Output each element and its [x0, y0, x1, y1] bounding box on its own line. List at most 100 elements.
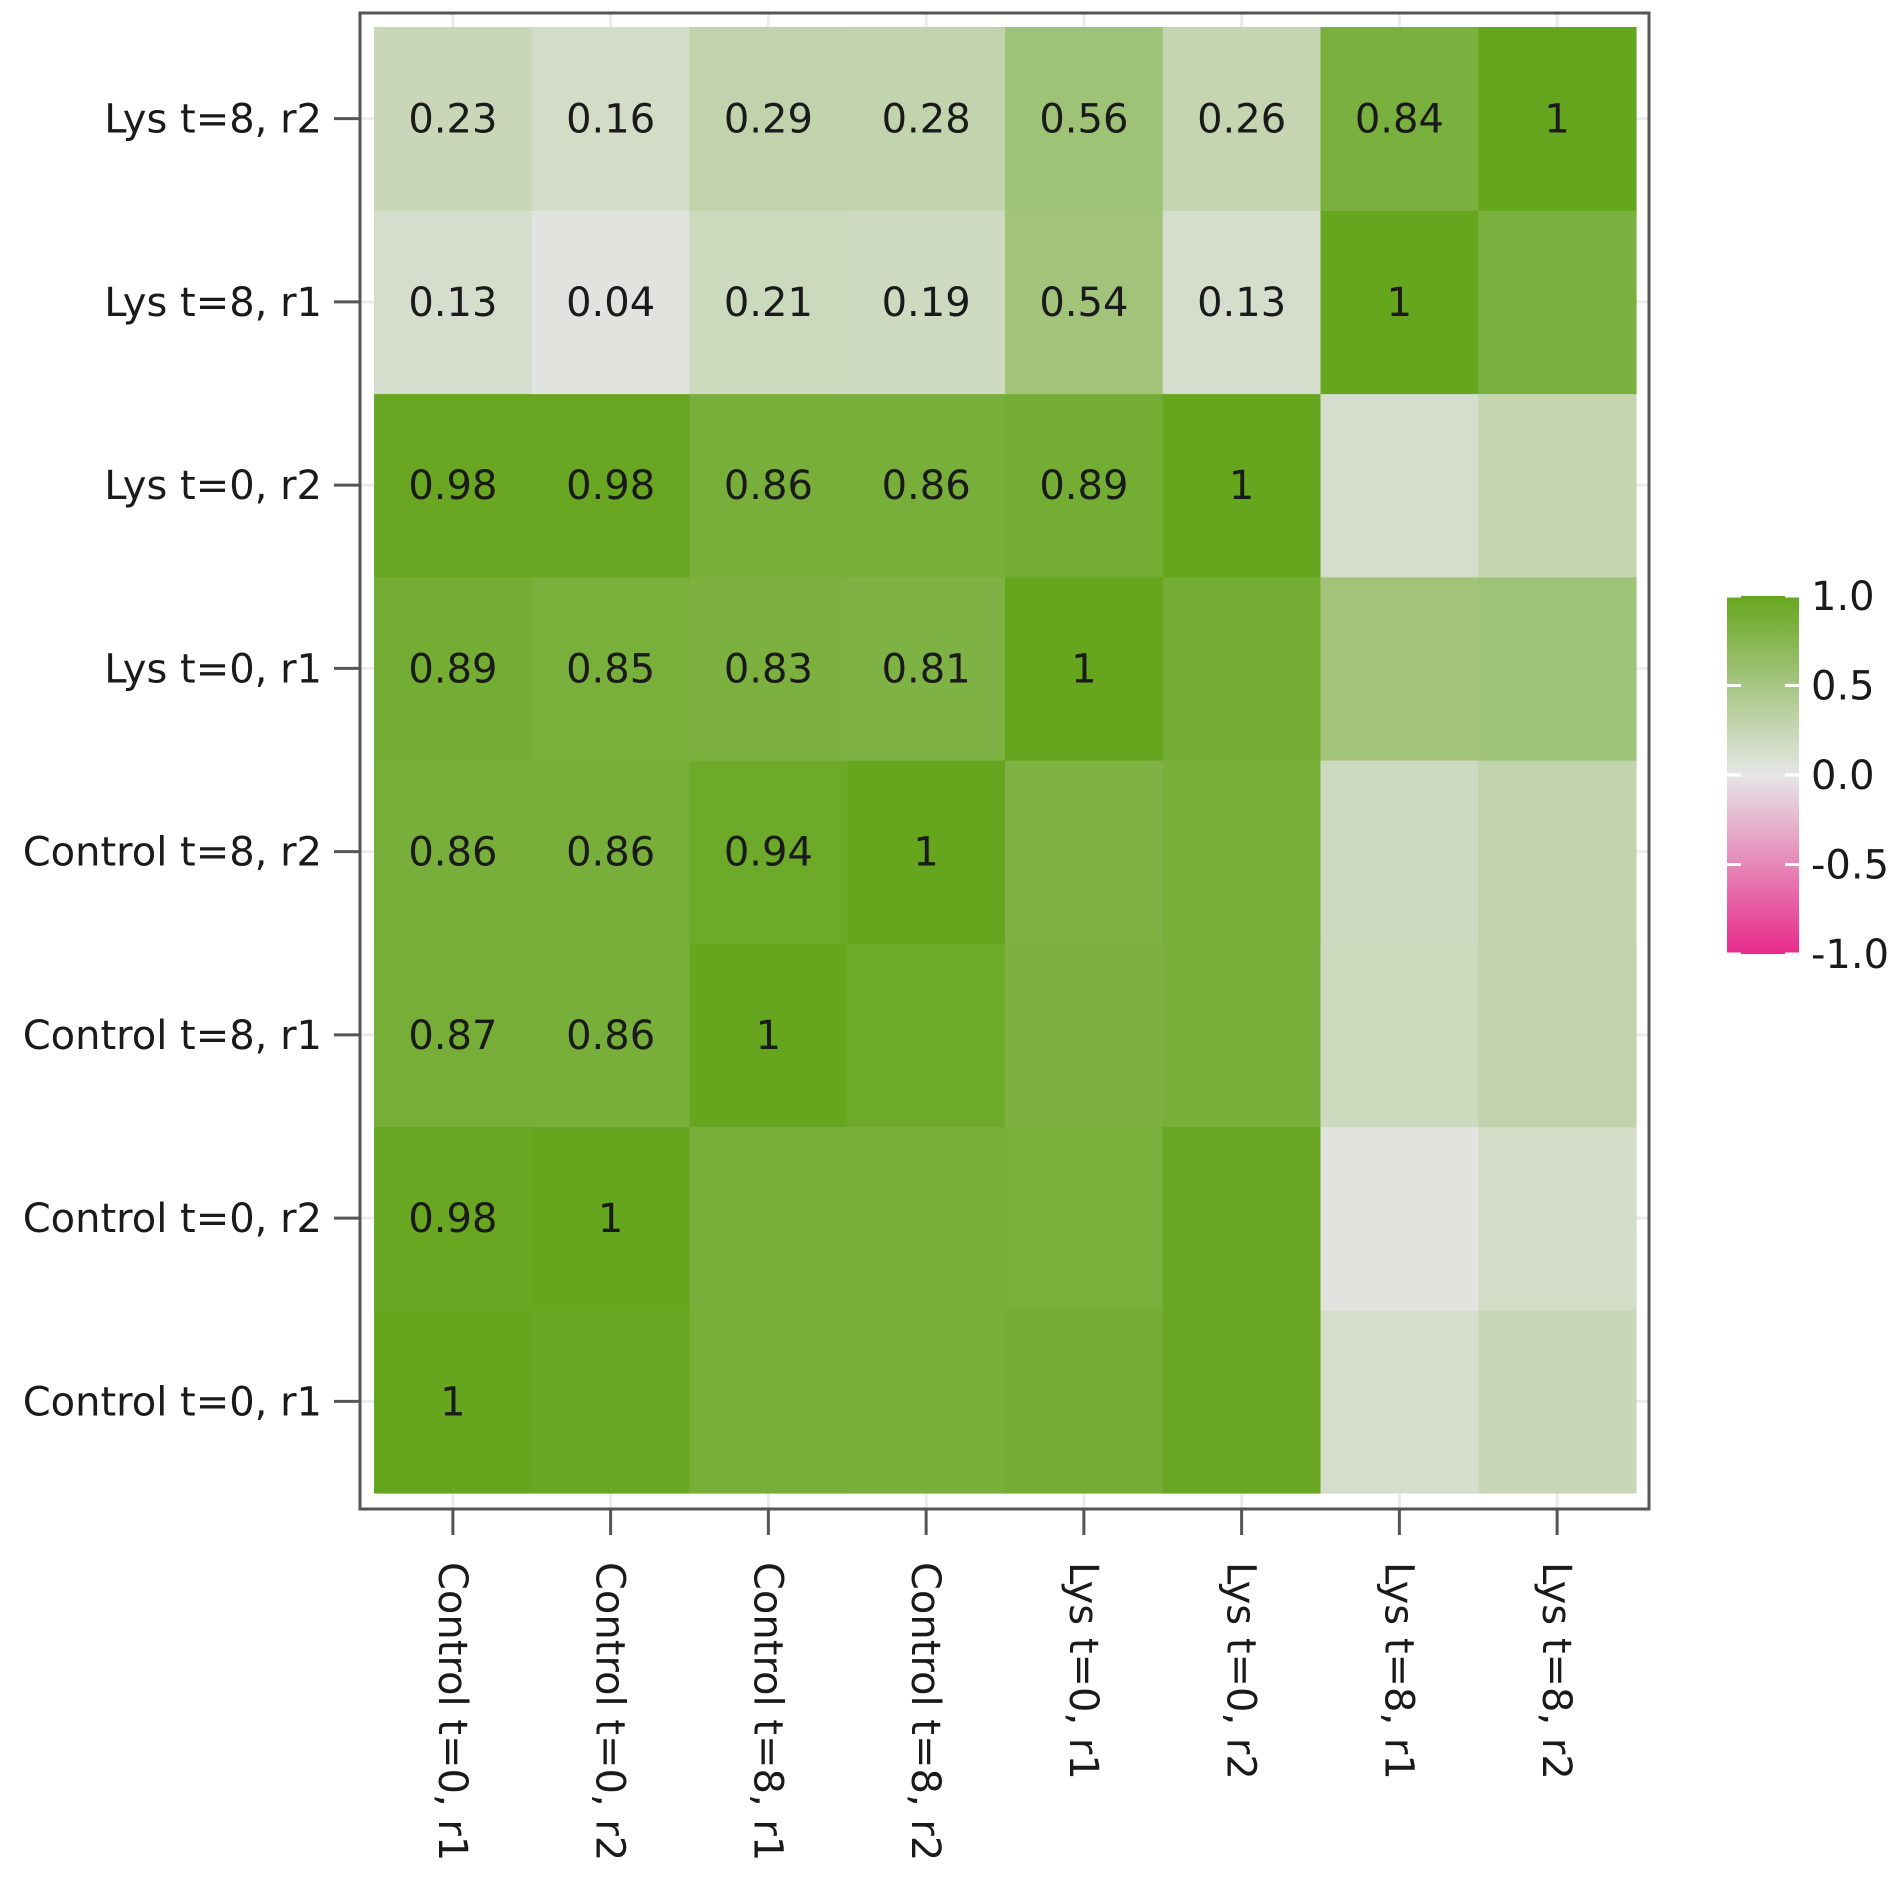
heatmap-cell: [1005, 760, 1164, 944]
x-tick-label: Control t=8, r2: [902, 1562, 948, 1861]
legend-tick-label: -0.5: [1811, 843, 1889, 889]
heatmap-cell: [1320, 760, 1479, 944]
y-tick-label: Lys t=0, r2: [104, 463, 322, 509]
heatmap-cell: [847, 576, 1006, 761]
heatmap-cell: [1162, 760, 1322, 944]
legend-tick-label: -1.0: [1811, 932, 1889, 978]
cell-value-label: 0.56: [1039, 97, 1128, 143]
panel-border: [358, 11, 1651, 1511]
heatmap-cell: [1320, 393, 1479, 578]
heatmap-cell: [1478, 393, 1637, 578]
color-legend: 1.0 0.5 0.0 -0.5 -1.0: [1727, 574, 1889, 978]
cell-value-label: 1: [756, 1013, 781, 1059]
cell-value-label: 1: [598, 1196, 623, 1242]
cell-value-labels: 1 0.98 1 0.87 0.86 1 0.86 0.86 0.94 1 0.89 0.85 0.83…: [408, 97, 1570, 1426]
heatmap-cell: [1005, 210, 1164, 395]
heatmap-cell: [689, 943, 848, 1128]
heatmap-cell: [847, 943, 1006, 1128]
y-tick-label: Control t=0, r2: [23, 1196, 322, 1242]
heatmap-cells: [374, 27, 1637, 1494]
cell-value-label: 0.94: [724, 830, 813, 876]
heatmap-cell: [531, 27, 691, 211]
cell-value-label: 0.86: [882, 463, 971, 509]
heatmap-cell: [1320, 1126, 1479, 1311]
cell-value-label: 1: [1229, 463, 1254, 509]
cell-value-label: 0.16: [566, 97, 655, 143]
heatmap-cell: [1320, 943, 1479, 1128]
heatmap-cell: [531, 943, 691, 1128]
x-tick-label: Lys t=0, r2: [1218, 1562, 1264, 1780]
cell-value-label: 0.28: [882, 97, 971, 143]
heatmap-cell: [847, 210, 1006, 395]
cell-value-label: 0.86: [724, 463, 813, 509]
heatmap-cell: [847, 1126, 1006, 1311]
cell-value-label: 0.84: [1355, 97, 1444, 143]
heatmap-cell: [374, 27, 533, 211]
heatmap-cell: [689, 393, 848, 578]
heatmap-cell: [531, 393, 691, 578]
heatmap-cell: [374, 943, 533, 1128]
cell-value-label: 0.86: [566, 830, 655, 876]
heatmap-cell: [1005, 943, 1164, 1128]
heatmap-cell: [1162, 393, 1322, 578]
x-tick-label: Control t=0, r1: [429, 1562, 475, 1861]
heatmap-cell: [1005, 1126, 1164, 1311]
heatmap-cell: [1320, 27, 1479, 211]
cell-value-label: 0.23: [408, 97, 497, 143]
legend-tick-label: 0.5: [1811, 664, 1875, 710]
cell-value-label: 0.87: [408, 1013, 497, 1059]
heatmap-cell: [1320, 1309, 1479, 1494]
x-tick-label: Lys t=0, r1: [1060, 1562, 1106, 1780]
heatmap-cell: [1320, 576, 1479, 761]
heatmap-cell: [531, 760, 691, 944]
cell-value-label: 0.19: [882, 280, 971, 326]
heatmap-cell: [531, 576, 691, 761]
x-tick-label: Lys t=8, r2: [1533, 1562, 1579, 1780]
x-axis: Control t=0, r1 Control t=0, r2 Control t=…: [429, 1509, 1579, 1861]
cell-value-label: 0.13: [1197, 280, 1286, 326]
cell-value-label: 0.26: [1197, 97, 1286, 143]
cell-value-label: 0.89: [408, 646, 497, 692]
cell-value-label: 0.29: [724, 97, 813, 143]
heatmap-cell: [1005, 27, 1164, 211]
heatmap-cell: [689, 210, 848, 395]
y-axis: Control t=0, r1 Control t=0, r2 Control t=…: [23, 97, 360, 1425]
heatmap-cell: [847, 1309, 1006, 1494]
heatmap-cell: [847, 760, 1006, 944]
cell-value-label: 0.21: [724, 280, 813, 326]
heatmap-cell: [1478, 943, 1637, 1128]
cell-value-label: 0.86: [566, 1013, 655, 1059]
heatmap-cell: [1478, 576, 1637, 761]
y-tick-label: Lys t=8, r1: [104, 280, 322, 326]
heatmap-cell: [1478, 27, 1637, 211]
heatmap-cell: [1162, 1126, 1322, 1311]
y-tick-label: Control t=8, r2: [23, 830, 322, 876]
cell-value-label: 1: [1544, 97, 1569, 143]
heatmap-cell: [1162, 210, 1322, 395]
cell-value-label: 0.13: [408, 280, 497, 326]
cell-value-label: 0.85: [566, 646, 655, 692]
heatmap-cell: [1005, 576, 1164, 761]
heatmap-cell: [1478, 210, 1637, 395]
heatmap-cell: [1478, 1126, 1637, 1311]
y-tick-label: Lys t=0, r1: [104, 646, 322, 692]
legend-tick-label: 1.0: [1811, 574, 1875, 620]
heatmap-cell: [689, 1309, 848, 1494]
cell-value-label: 0.98: [408, 1196, 497, 1242]
heatmap-cell: [1162, 1309, 1322, 1494]
heatmap-cell: [847, 393, 1006, 578]
cell-value-label: 0.81: [882, 646, 971, 692]
y-tick-label: Control t=8, r1: [23, 1013, 322, 1059]
heatmap-cell: [689, 760, 848, 944]
y-tick-label: Lys t=8, r2: [104, 97, 322, 143]
heatmap-cell: [374, 760, 533, 944]
x-tick-label: Control t=0, r2: [587, 1562, 633, 1861]
cell-value-label: 0.98: [566, 463, 655, 509]
heatmap-cell: [1005, 393, 1164, 578]
heatmap-cell: [531, 210, 691, 395]
heatmap-cell: [1162, 943, 1322, 1128]
legend-tick-label: 0.0: [1811, 753, 1875, 799]
cell-value-label: 1: [913, 830, 938, 876]
heatmap-cell: [1005, 1309, 1164, 1494]
